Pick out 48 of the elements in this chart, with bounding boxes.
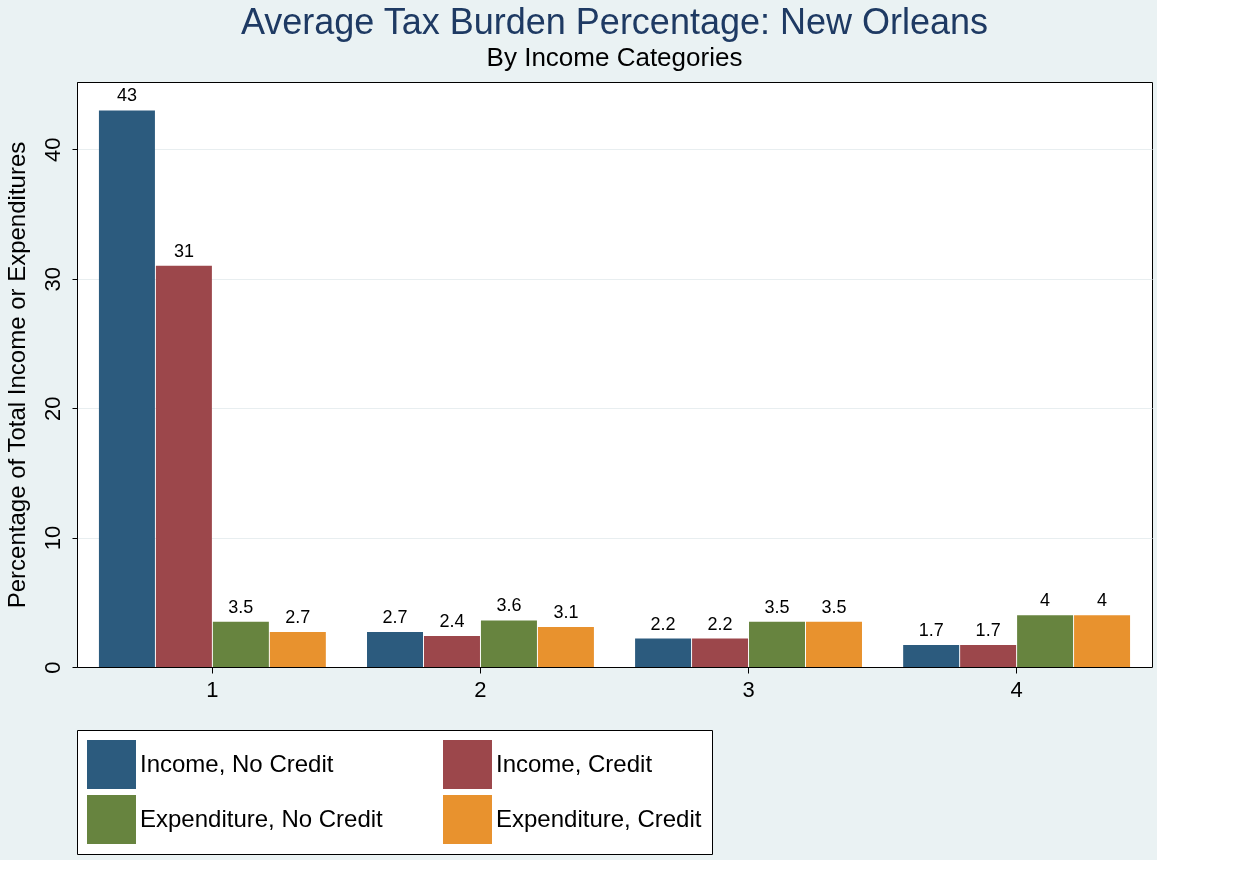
data-label: 1.7 xyxy=(975,620,1001,640)
bar xyxy=(537,626,594,667)
bar xyxy=(212,621,269,667)
bar xyxy=(155,265,212,667)
bar xyxy=(692,638,749,667)
y-tick-label: 40 xyxy=(39,137,65,163)
y-axis-title: Percentage of Total Income or Expenditures xyxy=(2,141,30,609)
y-tick-label: 20 xyxy=(39,396,65,421)
data-label: 43 xyxy=(116,85,137,106)
y-tick-label: 10 xyxy=(39,525,65,551)
data-label: 4 xyxy=(1040,590,1051,611)
bar xyxy=(1017,615,1074,667)
legend-label: Expenditure, No Credit xyxy=(140,804,384,832)
data-label: 3.5 xyxy=(764,596,790,617)
data-label: 2.2 xyxy=(707,613,733,634)
data-label: 3.5 xyxy=(228,596,254,617)
data-label: 4 xyxy=(1097,590,1108,611)
data-label: 2.7 xyxy=(285,607,311,628)
x-tick-label: 1 xyxy=(206,676,219,702)
data-label: 2.2 xyxy=(650,613,676,634)
chart-subtitle: By Income Categories xyxy=(486,42,743,72)
bar xyxy=(903,645,960,667)
data-label: 31 xyxy=(173,240,194,261)
bar xyxy=(635,638,692,667)
bar xyxy=(98,110,155,667)
bar xyxy=(367,632,424,667)
legend-label: Income, No Credit xyxy=(140,749,334,777)
x-tick-label: 2 xyxy=(474,676,487,702)
bar xyxy=(423,635,480,667)
data-label: 3.5 xyxy=(821,596,847,617)
x-tick-label: 4 xyxy=(1010,676,1023,702)
bar xyxy=(960,645,1017,667)
legend-label: Income, Credit xyxy=(496,749,653,777)
bar xyxy=(749,621,806,667)
x-tick-label: 3 xyxy=(742,676,755,702)
data-label: 3.1 xyxy=(553,601,579,622)
data-label: 2.4 xyxy=(439,610,465,631)
bar xyxy=(1074,615,1131,667)
data-label: 1.7 xyxy=(918,620,944,640)
bar xyxy=(805,621,862,667)
data-label: 3.6 xyxy=(496,595,522,616)
bar xyxy=(480,620,537,667)
y-tick-label: 30 xyxy=(39,266,65,292)
chart-title: Average Tax Burden Percentage: New Orleans xyxy=(240,1,989,42)
data-label: 2.7 xyxy=(382,607,408,628)
bar xyxy=(269,632,326,667)
legend-label: Expenditure, Credit xyxy=(496,804,702,832)
y-tick-label: 0 xyxy=(39,661,65,674)
